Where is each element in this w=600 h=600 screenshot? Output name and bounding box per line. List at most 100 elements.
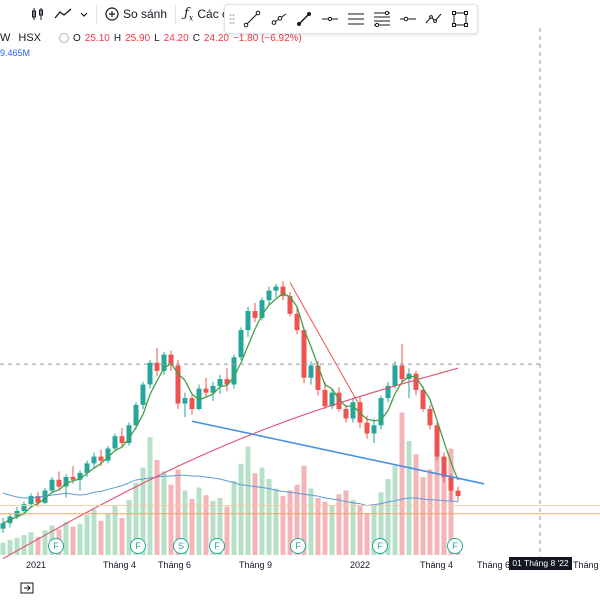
- ma-fast-line: [2, 292, 459, 524]
- volume-bar: [42, 530, 48, 555]
- volume-bar: [7, 539, 13, 555]
- candle-body: [77, 472, 83, 480]
- close-value: 24.20: [203, 32, 229, 44]
- time-axis-label: 2021: [26, 560, 47, 570]
- candle-body: [350, 402, 356, 419]
- event-marker[interactable]: F: [130, 538, 146, 554]
- high-value: 25.90: [125, 32, 151, 44]
- high-key: H: [113, 32, 122, 44]
- volume-bar: [336, 494, 342, 555]
- volume-bars: [0, 412, 461, 555]
- market-status-icon: [59, 33, 70, 43]
- candle-body: [294, 313, 300, 331]
- volume-bar: [427, 469, 433, 555]
- event-marker[interactable]: F: [447, 538, 463, 554]
- volume-bar: [343, 490, 349, 555]
- go-to-date-icon[interactable]: [20, 581, 34, 595]
- volume-bar: [399, 412, 405, 555]
- candle-body: [161, 354, 167, 371]
- candle-body: [371, 425, 377, 434]
- low-key: L: [154, 32, 160, 44]
- trendline: [191, 420, 485, 485]
- volume-bar: [287, 490, 293, 555]
- candle-body: [308, 365, 314, 378]
- volume-bar: [189, 498, 195, 555]
- volume-bar: [448, 448, 454, 555]
- volume-bar: [140, 467, 146, 555]
- volume-bar: [105, 513, 111, 555]
- event-marker[interactable]: F: [290, 538, 306, 554]
- volume-ma-line: [2, 474, 459, 507]
- event-marker[interactable]: F: [372, 538, 388, 554]
- candle-body: [455, 490, 461, 497]
- candle-body: [49, 479, 55, 491]
- candle-body: [315, 365, 321, 390]
- candle-body: [448, 477, 454, 491]
- candle-body: [35, 496, 41, 503]
- candle-body: [413, 373, 419, 390]
- compare-label: So sánh: [123, 7, 168, 21]
- volume-value: 9.465M: [0, 48, 31, 58]
- horizontal-line-tool-icon[interactable]: [318, 7, 342, 31]
- path-tool-icon[interactable]: [422, 7, 446, 31]
- low-value: 24.20: [163, 32, 189, 44]
- horizontal-ray-tool-icon[interactable]: [396, 7, 420, 31]
- candle-body: [336, 392, 342, 409]
- time-axis-label: Tháng 9: [239, 560, 273, 570]
- volume-bar: [385, 479, 391, 555]
- volume-bar: [210, 500, 216, 555]
- time-axis-label: Tháng 6: [158, 560, 192, 570]
- volume-bar: [420, 477, 426, 555]
- candle-body: [84, 463, 90, 473]
- drawing-toolbar: [224, 4, 478, 34]
- candle-body: [273, 286, 279, 291]
- candle-body: [203, 388, 209, 393]
- symbol-name[interactable]: W: [0, 32, 11, 44]
- crosshair-date-label: 01 Tháng 8 '22: [509, 557, 572, 570]
- volume-bar: [350, 499, 356, 555]
- time-axis-label: Tháng 4: [420, 560, 454, 570]
- drag-handle-icon[interactable]: [225, 5, 239, 33]
- line-style-icon[interactable]: [50, 2, 76, 26]
- ray-tool-icon[interactable]: [266, 7, 290, 31]
- event-marker[interactable]: S: [173, 538, 189, 554]
- candle-body: [329, 392, 335, 407]
- fib-retracement-tool-icon[interactable]: [370, 7, 394, 31]
- volume-bar: [224, 506, 230, 555]
- volume-bar: [182, 490, 188, 555]
- info-line-tool-icon[interactable]: [292, 7, 316, 31]
- volume-bar: [329, 505, 335, 555]
- candle-body: [140, 384, 146, 405]
- candles-icon[interactable]: [26, 2, 50, 26]
- candle-body: [266, 290, 272, 301]
- volume-bar: [133, 482, 139, 555]
- candle-body: [287, 296, 293, 314]
- rectangle-tool-icon[interactable]: [448, 7, 472, 31]
- ma-slow-line: [2, 367, 459, 560]
- toolbar-divider: [96, 5, 97, 23]
- candle-body: [21, 504, 27, 511]
- volume-bar: [378, 492, 384, 555]
- event-marker[interactable]: F: [48, 538, 64, 554]
- volume-bar: [315, 498, 321, 555]
- volume-bar: [0, 542, 6, 555]
- compare-button[interactable]: So sánh: [101, 2, 171, 26]
- candle-body: [28, 496, 34, 505]
- candle-body: [91, 456, 97, 464]
- chevron-down-icon[interactable]: [76, 2, 92, 26]
- candle-body: [385, 385, 391, 399]
- candle-body: [322, 389, 328, 407]
- volume-bar: [28, 532, 34, 555]
- volume-bar: [98, 520, 104, 555]
- candle-body: [154, 362, 160, 371]
- volume-bar: [21, 535, 27, 555]
- parallel-channel-tool-icon[interactable]: [344, 7, 368, 31]
- event-marker[interactable]: F: [209, 538, 225, 554]
- volume-bar: [112, 505, 118, 555]
- volume-bar: [175, 469, 181, 555]
- candle-body: [196, 388, 202, 409]
- trend-line-tool-icon[interactable]: [240, 7, 264, 31]
- candle-body: [378, 398, 384, 426]
- candle-body: [231, 357, 237, 385]
